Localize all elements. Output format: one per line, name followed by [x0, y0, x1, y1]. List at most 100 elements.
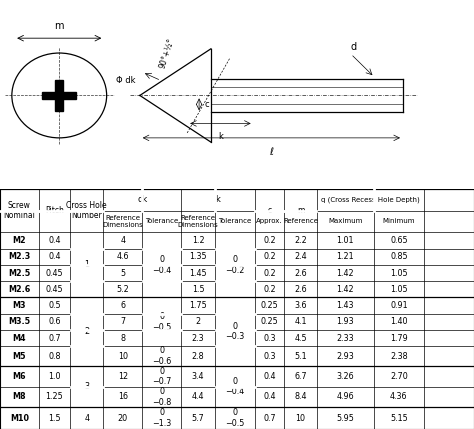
Text: 2.70: 2.70 — [390, 372, 408, 381]
Text: Cross Hole
Number: Cross Hole Number — [66, 201, 107, 220]
Text: 4.1: 4.1 — [294, 317, 307, 326]
Text: 0.2: 0.2 — [264, 236, 276, 245]
Text: 0.2: 0.2 — [264, 252, 276, 261]
Text: 0
−0.6: 0 −0.6 — [152, 347, 171, 366]
Text: m: m — [297, 206, 304, 215]
Text: dk: dk — [137, 195, 147, 204]
Text: 1.0: 1.0 — [48, 372, 61, 381]
Text: M5: M5 — [13, 352, 26, 361]
Text: M3.5: M3.5 — [9, 317, 30, 326]
Text: 5.2: 5.2 — [117, 285, 129, 294]
Text: 4.6: 4.6 — [117, 252, 129, 261]
Text: 1.42: 1.42 — [336, 269, 354, 278]
Text: 0.91: 0.91 — [390, 301, 408, 310]
Text: 4.36: 4.36 — [390, 393, 408, 402]
Text: 0.6: 0.6 — [48, 317, 61, 326]
Text: 16: 16 — [118, 393, 128, 402]
Text: 0
−0.3: 0 −0.3 — [226, 322, 245, 341]
Text: 1: 1 — [84, 260, 89, 269]
Text: c: c — [205, 100, 210, 109]
Text: 0.45: 0.45 — [46, 285, 64, 294]
Text: 1.45: 1.45 — [189, 269, 207, 278]
Text: M2.5: M2.5 — [9, 269, 30, 278]
Text: 0
−0.2: 0 −0.2 — [226, 255, 245, 275]
Text: 7: 7 — [120, 317, 125, 326]
Text: 3.4: 3.4 — [192, 372, 204, 381]
Text: M10: M10 — [10, 414, 29, 423]
Text: 2.3: 2.3 — [192, 334, 204, 343]
Text: 1.2: 1.2 — [192, 236, 204, 245]
Text: 0.4: 0.4 — [264, 372, 276, 381]
Text: 12: 12 — [118, 372, 128, 381]
Text: 90°+½°: 90°+½° — [158, 36, 176, 69]
Text: 4.96: 4.96 — [336, 393, 354, 402]
Text: 1.79: 1.79 — [390, 334, 408, 343]
Text: 0.3: 0.3 — [264, 352, 276, 361]
Text: 2.8: 2.8 — [192, 352, 204, 361]
Text: c: c — [268, 206, 272, 215]
Text: Φ dk: Φ dk — [116, 76, 135, 85]
Text: 2.6: 2.6 — [294, 269, 307, 278]
Text: 1.93: 1.93 — [336, 317, 354, 326]
Text: Minimum: Minimum — [383, 218, 415, 224]
Text: 1.01: 1.01 — [337, 236, 354, 245]
Text: Approx.: Approx. — [256, 218, 283, 224]
Text: 2: 2 — [84, 327, 89, 336]
Text: k: k — [216, 195, 220, 204]
Text: 10: 10 — [118, 352, 128, 361]
Text: 0.4: 0.4 — [48, 236, 61, 245]
Text: Reference: Reference — [283, 218, 318, 224]
Text: 0.2: 0.2 — [264, 285, 276, 294]
Text: 2.4: 2.4 — [294, 252, 307, 261]
Text: Maximum: Maximum — [328, 218, 362, 224]
Text: M6: M6 — [13, 372, 26, 381]
Text: 20: 20 — [118, 414, 128, 423]
Bar — [55, 80, 63, 111]
Text: M4: M4 — [13, 334, 26, 343]
Text: 4.4: 4.4 — [192, 393, 204, 402]
Text: Tolerance: Tolerance — [219, 218, 252, 224]
Text: 10: 10 — [295, 414, 306, 423]
Text: 2.93: 2.93 — [336, 352, 354, 361]
Text: 0.25: 0.25 — [261, 301, 279, 310]
Text: 5: 5 — [120, 269, 125, 278]
Text: M8: M8 — [13, 393, 26, 402]
Text: 1.43: 1.43 — [337, 301, 354, 310]
Text: d: d — [351, 42, 357, 52]
Text: M2.6: M2.6 — [9, 285, 30, 294]
Text: 0.2: 0.2 — [264, 269, 276, 278]
Text: 1.25: 1.25 — [46, 393, 64, 402]
Text: 8.4: 8.4 — [294, 393, 307, 402]
Text: 1.5: 1.5 — [192, 285, 204, 294]
Text: 0.7: 0.7 — [48, 334, 61, 343]
Text: k: k — [218, 132, 223, 141]
Text: 0
−0.7: 0 −0.7 — [152, 366, 171, 386]
Text: 0.4: 0.4 — [48, 252, 61, 261]
Text: 0.25: 0.25 — [261, 317, 279, 326]
Text: 4: 4 — [120, 236, 125, 245]
Text: 1.21: 1.21 — [336, 252, 354, 261]
Text: 0
−0.5: 0 −0.5 — [152, 312, 171, 332]
Text: 5.95: 5.95 — [336, 414, 354, 423]
Text: 8: 8 — [120, 334, 125, 343]
Text: ℓ: ℓ — [269, 147, 273, 157]
Text: Pitch: Pitch — [45, 206, 64, 215]
Text: Reference
Dimensions: Reference Dimensions — [102, 215, 143, 228]
Text: 0.4: 0.4 — [264, 393, 276, 402]
Text: 2.2: 2.2 — [294, 236, 307, 245]
Text: M2: M2 — [13, 236, 26, 245]
Text: 1.75: 1.75 — [189, 301, 207, 310]
Text: 2.33: 2.33 — [336, 334, 354, 343]
Text: 4.5: 4.5 — [294, 334, 307, 343]
Text: M3: M3 — [13, 301, 26, 310]
Text: 3: 3 — [84, 382, 89, 391]
Text: 0.5: 0.5 — [48, 301, 61, 310]
Text: 2.6: 2.6 — [294, 285, 307, 294]
Text: 1.05: 1.05 — [390, 269, 408, 278]
Text: 0.85: 0.85 — [390, 252, 408, 261]
Text: Screw
Nominal: Screw Nominal — [3, 201, 36, 220]
Text: m: m — [55, 21, 64, 30]
Text: 1.42: 1.42 — [336, 285, 354, 294]
Text: 4: 4 — [84, 414, 89, 423]
Text: 2.38: 2.38 — [390, 352, 408, 361]
